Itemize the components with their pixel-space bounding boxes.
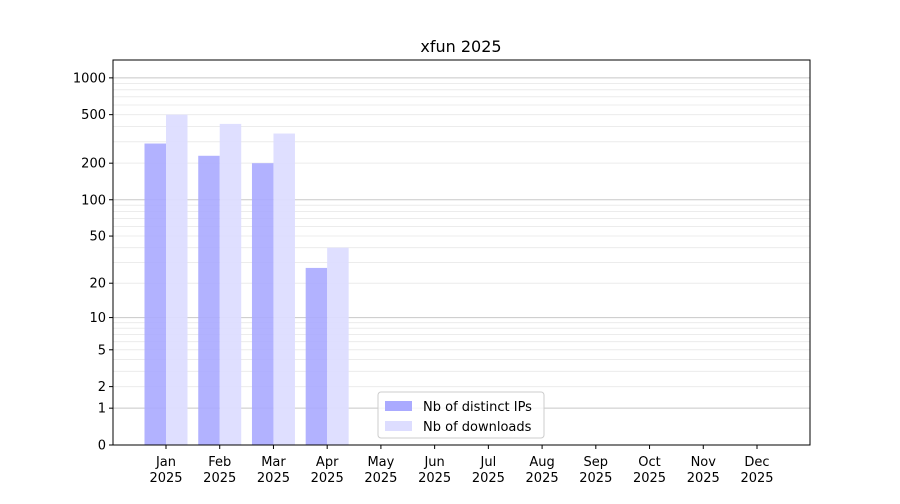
y-tick-label: 1000 <box>73 71 106 86</box>
bar-ips <box>144 143 166 446</box>
legend-label: Nb of downloads <box>423 420 532 435</box>
legend-swatch <box>385 421 412 431</box>
x-tick-label: May <box>367 455 394 470</box>
x-tick-label: 2025 <box>633 471 666 486</box>
x-tick-label: 2025 <box>579 471 612 486</box>
x-tick-label: Sep <box>584 455 609 470</box>
y-tick-label: 0 <box>98 439 106 454</box>
x-tick-label: 2025 <box>687 471 720 486</box>
x-tick-label: Dec <box>744 455 769 470</box>
x-tick-label: 2025 <box>526 471 559 486</box>
x-tick-label: 2025 <box>149 471 182 486</box>
x-tick-label: Jun <box>423 455 444 470</box>
x-tick-label: 2025 <box>257 471 290 486</box>
x-tick-label: 2025 <box>311 471 344 486</box>
x-tick-label: Apr <box>316 455 339 470</box>
y-tick-label: 20 <box>89 277 106 292</box>
bar-downloads <box>166 114 188 445</box>
y-tick-label: 5 <box>98 343 106 358</box>
bar-downloads <box>219 123 242 445</box>
y-tick-label: 10 <box>89 311 106 326</box>
y-tick-label: 500 <box>81 108 106 123</box>
bar-downloads <box>327 247 349 445</box>
x-tick-label: 2025 <box>740 471 773 486</box>
y-tick-label: 50 <box>89 230 106 245</box>
x-tick-label: Oct <box>638 455 660 470</box>
x-tick-label: 2025 <box>472 471 505 486</box>
bar-ips <box>198 155 220 446</box>
x-tick-label: Aug <box>529 455 554 470</box>
y-tick-label: 100 <box>81 193 106 208</box>
bar-ips <box>305 267 328 445</box>
x-tick-label: Feb <box>208 455 231 470</box>
bar-downloads <box>273 133 295 445</box>
legend-box <box>377 391 545 439</box>
bar-ips <box>251 163 274 445</box>
x-tick-label: 2025 <box>203 471 236 486</box>
x-tick-label: Jan <box>155 455 176 470</box>
x-tick-label: Mar <box>261 455 286 470</box>
y-tick-label: 200 <box>81 157 106 172</box>
y-tick-label: 2 <box>98 380 106 395</box>
chart-title: xfun 2025 <box>420 37 501 56</box>
x-tick-label: 2025 <box>364 471 397 486</box>
x-tick-label: Jul <box>480 455 497 470</box>
legend-swatch <box>385 401 412 411</box>
plot-frame <box>112 59 811 446</box>
legend-label: Nb of distinct IPs <box>423 400 532 415</box>
y-tick-label: 1 <box>98 402 106 417</box>
x-tick-label: 2025 <box>418 471 451 486</box>
x-tick-label: Nov <box>691 455 717 470</box>
